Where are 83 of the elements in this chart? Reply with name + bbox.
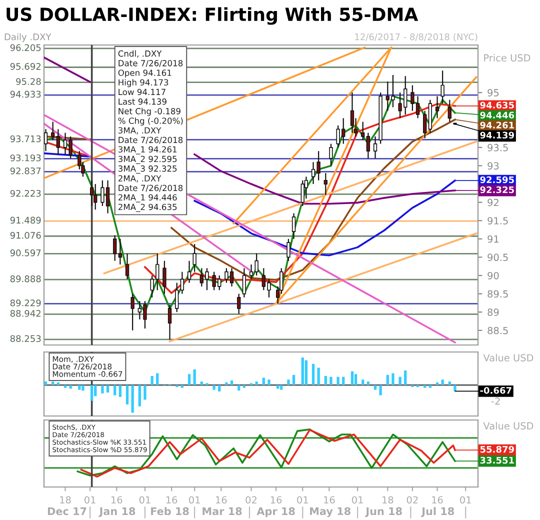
text: Jan 18 — [98, 507, 136, 518]
text: Dec 17 — [48, 507, 86, 516]
annotation: 3MA_2 92.595 — [118, 156, 177, 164]
y-axis-title: Value USD — [483, 354, 534, 362]
y-tick-label: 90.5 — [488, 254, 508, 262]
y-tick-label: 88.5 — [488, 326, 508, 334]
ref-line-label: 92.223 — [10, 190, 41, 197]
y-tick-label: 90 — [488, 272, 499, 280]
text: May 18 — [310, 507, 350, 518]
x-tick-label: 02 — [246, 496, 256, 504]
ref-line-label: 88.253 — [10, 335, 41, 342]
x-tick-label: 01 — [297, 496, 308, 504]
annotation: 92.595 — [480, 176, 514, 184]
y-axis-title: Value USD — [483, 422, 534, 430]
ref-line-label: 91.489 — [10, 216, 41, 224]
y-tick-label: 93.5 — [488, 144, 508, 152]
text: Jun 18 — [365, 507, 402, 518]
ref-line-label: 93.193 — [10, 154, 41, 162]
chart-title: US DOLLAR-INDEX: Flirting With 55-DMA — [6, 7, 418, 25]
x-tick-label: 16 — [324, 496, 335, 504]
x-tick-label: 01 — [352, 496, 363, 504]
annotation: Date 7/26/2018 — [118, 60, 183, 67]
annotation: High 94.173 — [118, 79, 168, 88]
y-tick-label: 92 — [488, 198, 498, 206]
x-tick-label: 01 — [84, 496, 96, 504]
ref-line-label: 93.713 — [10, 135, 41, 142]
ref-line-label: 95.28 — [16, 78, 41, 85]
annotation: Open 94.161 — [118, 70, 172, 78]
y-tick-label: 93 — [488, 162, 499, 170]
y-tick-label: 89.5 — [488, 290, 508, 298]
annotation: 3MA_1 94.261 — [118, 146, 177, 154]
x-tick-label: 01 — [460, 496, 471, 504]
text: Jul 18 — [421, 507, 454, 518]
annotation: 94.261 — [480, 122, 514, 129]
annotation: 2MA_2 94.635 — [118, 204, 177, 212]
text: Feb 18 — [151, 507, 189, 516]
x-tick-label: 01 — [189, 496, 200, 504]
y-tick-label: 91 — [488, 235, 498, 243]
ref-line-label: 89.229 — [10, 299, 41, 306]
annotation: 94.635 — [480, 102, 514, 109]
text: Mar 18 — [202, 507, 242, 516]
annotation: 2MA, .DXY — [118, 175, 162, 182]
chart-subtitle: Daily .DXY — [4, 33, 52, 42]
text: -0.667 — [480, 386, 512, 394]
annotation: 94.139 — [480, 132, 514, 139]
annotation: 92.325 — [480, 186, 514, 194]
annotation: Date 7/26/2018 — [118, 184, 183, 192]
annotation: Low 94.117 — [118, 88, 166, 96]
y-tick-label: 91.5 — [488, 217, 508, 224]
text: Apr 18 — [256, 507, 295, 518]
y-axis-title: Price USD — [484, 54, 530, 62]
ref-line-label: 91.076 — [10, 232, 41, 239]
x-tick-label: 16 — [112, 496, 122, 504]
x-tick-label: 16 — [166, 496, 178, 504]
x-tick-label: 18 — [60, 496, 71, 504]
x-tick-label: 16 — [216, 496, 227, 504]
text: -2 — [491, 397, 500, 405]
ref-line-label: 95.692 — [10, 63, 40, 70]
ref-line-label: 96.205 — [10, 44, 41, 52]
x-tick-label: 02 — [406, 496, 418, 504]
x-tick-label: 16 — [432, 496, 443, 504]
y-tick-label: 95 — [488, 89, 499, 96]
ref-line-label: 90.597 — [10, 249, 41, 256]
y-tick-label: 89 — [488, 308, 499, 316]
text: 12/6/2017 - 8/8/2018 (NYC) — [355, 33, 478, 42]
annotation: % Chg (-0.20%) — [118, 117, 183, 126]
ref-line-label: 92.837 — [10, 167, 41, 174]
x-tick-label: 16 — [270, 496, 282, 504]
annotation: 94.446 — [480, 112, 514, 119]
x-tick-label: 01 — [139, 496, 150, 504]
annotation: Cndl, .DXY — [118, 50, 162, 58]
annotation: Last 94.139 — [118, 98, 166, 105]
annotation: 2MA_1 94.446 — [118, 194, 177, 202]
annotation: 3MA_3 92.325 — [118, 165, 177, 174]
ref-line-label: 89.888 — [10, 275, 41, 282]
annotation: Date 7/26/2018 — [118, 136, 183, 144]
ref-line-label: 88.942 — [10, 310, 40, 317]
text: 55.879 — [480, 446, 514, 453]
annotation: 3MA, .DXY — [118, 127, 162, 134]
x-tick-label: 18 — [382, 496, 394, 504]
annotation: Net Chg -0.189 — [118, 108, 180, 116]
text: 33.551 — [480, 456, 514, 464]
ref-line-label: 94.933 — [10, 90, 41, 98]
